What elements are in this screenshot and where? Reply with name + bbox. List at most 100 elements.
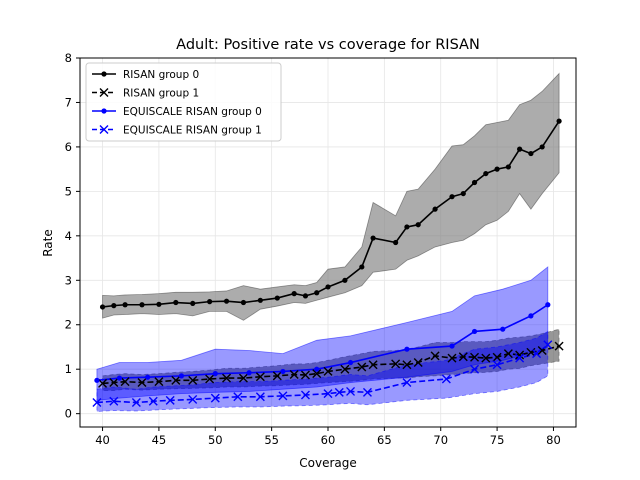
data-point [223, 298, 230, 304]
x-tick-label: 75 [490, 433, 505, 447]
x-tick-label: 50 [208, 433, 223, 447]
data-point [342, 277, 348, 283]
data-point [280, 368, 286, 375]
data-point [99, 88, 109, 97]
data-point [94, 377, 100, 383]
data-point [368, 360, 378, 370]
data-point [334, 387, 344, 397]
legend-item: RISAN group 1 [92, 88, 199, 100]
data-point [471, 328, 478, 335]
data-point [99, 304, 106, 310]
data-point [503, 349, 513, 359]
data-point [346, 386, 356, 396]
data-point [165, 395, 175, 405]
data-point [92, 398, 102, 408]
x-axis-label: Coverage [299, 456, 357, 470]
data-point [312, 369, 322, 379]
legend-item: EQUISCALE RISAN group 0 [92, 106, 262, 118]
legend-item: EQUISCALE RISAN group 1 [92, 125, 262, 137]
data-point [188, 375, 198, 385]
data-point [238, 373, 248, 383]
y-tick-label: 6 [65, 140, 72, 154]
data-point [325, 284, 331, 290]
y-tick-label: 5 [65, 184, 72, 198]
data-point [483, 170, 489, 177]
legend-item: RISAN group 0 [92, 69, 199, 81]
confidence-band [102, 72, 560, 321]
data-point [156, 301, 162, 307]
data-point [173, 299, 179, 306]
data-point [532, 349, 542, 359]
data-point [145, 374, 151, 380]
data-point [137, 378, 147, 388]
legend-label: RISAN group 0 [123, 69, 199, 81]
data-point [404, 346, 410, 352]
series-markers [92, 118, 564, 408]
data-point [471, 179, 478, 186]
legend-label: RISAN group 1 [123, 88, 199, 100]
data-point [240, 299, 247, 306]
data-point [554, 341, 564, 351]
data-point [359, 264, 365, 270]
data-point [413, 358, 423, 368]
data-point [402, 378, 412, 388]
data-point [449, 343, 455, 349]
data-point [255, 392, 265, 402]
data-point [278, 391, 288, 401]
data-point [190, 300, 196, 307]
data-point [393, 239, 399, 246]
data-point [314, 366, 320, 372]
data-point [300, 370, 310, 380]
data-point [370, 235, 376, 241]
data-point [171, 375, 181, 385]
data-point [492, 352, 502, 362]
y-tick-label: 7 [65, 95, 72, 109]
data-point [101, 71, 107, 77]
data-point [291, 291, 297, 297]
data-point [460, 190, 466, 197]
data-point [323, 366, 333, 376]
data-point [233, 392, 243, 402]
x-tick-label: 65 [377, 433, 392, 447]
data-point [188, 394, 198, 404]
data-point [543, 340, 553, 350]
legend: RISAN group 0 RISAN group 1 EQUISCALE RISA… [85, 62, 282, 142]
data-point [116, 375, 123, 381]
x-tick-label: 80 [546, 433, 561, 447]
data-point [539, 144, 545, 150]
legend-label: EQUISCALE RISAN group 1 [123, 125, 262, 137]
data-point [404, 224, 410, 230]
y-tick-label: 2 [65, 318, 72, 332]
data-point [323, 389, 333, 399]
data-point [210, 393, 220, 403]
x-tick-label: 40 [95, 433, 110, 447]
data-point [545, 302, 551, 308]
y-tick-label: 0 [65, 407, 72, 421]
data-point [347, 359, 354, 366]
data-point [494, 166, 500, 172]
data-point [340, 364, 350, 374]
data-point [289, 370, 299, 380]
data-point [302, 293, 309, 299]
data-point [526, 347, 536, 357]
data-point [98, 378, 108, 388]
chart-title: Adult: Positive rate vs coverage for RIS… [176, 37, 480, 53]
data-point [222, 373, 232, 383]
data-point [154, 377, 164, 387]
data-point [120, 377, 130, 387]
x-tick-label: 55 [264, 433, 279, 447]
data-point [131, 398, 141, 408]
x-tick-label: 60 [321, 433, 336, 447]
data-point [357, 362, 367, 372]
y-tick-label: 8 [65, 51, 72, 65]
data-point [500, 326, 506, 332]
x-tick-label: 45 [152, 433, 167, 447]
legend-label: EQUISCALE RISAN group 0 [123, 106, 262, 118]
y-tick-label: 1 [65, 362, 72, 376]
data-point [441, 374, 451, 384]
data-point [449, 194, 455, 200]
data-point [111, 303, 117, 309]
data-point [300, 390, 310, 400]
x-tick-label: 70 [433, 433, 448, 447]
